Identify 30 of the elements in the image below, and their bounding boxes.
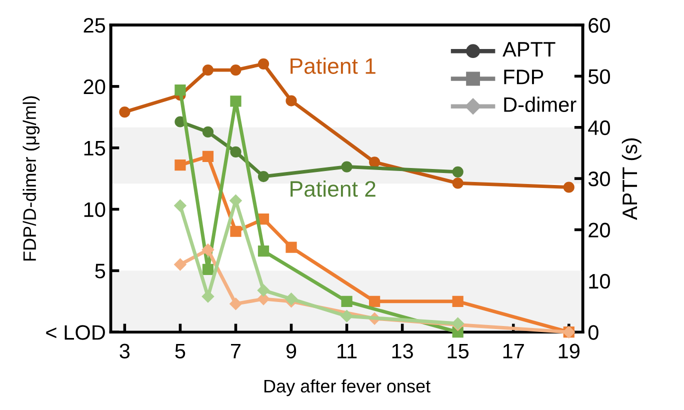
x-tick-label: 7 [231, 344, 240, 358]
y2-tick-label: 10 [589, 274, 610, 289]
annotation: Patient 2 [290, 180, 376, 197]
x-tick-label: 11 [338, 344, 357, 358]
x-tick-label: 19 [558, 344, 580, 359]
y2-axis-title: APTT (s) [622, 138, 642, 220]
annotation: Patient 1 [290, 58, 376, 74]
x-tick-label: 9 [286, 344, 296, 359]
y-tick-label: 5 [95, 264, 106, 278]
x-axis-title: Day after fever onset [264, 379, 430, 396]
annotation: FDP [504, 70, 544, 84]
y-tick-label: 15 [84, 141, 106, 156]
y2-tick-label: 40 [588, 120, 610, 136]
y-tick-label: < LOD [46, 325, 105, 340]
y2-tick-label: 50 [588, 69, 610, 84]
annotation: APTT [502, 42, 556, 56]
x-tick-label: 17 [503, 344, 524, 358]
x-tick-label: 15 [448, 344, 469, 359]
y2-tick-label: 20 [588, 222, 610, 238]
y2-tick-label: 0 [588, 325, 598, 340]
y-axis-title: FDP/D-dimer (μg/ml) [22, 96, 40, 261]
x-tick-label: 13 [392, 344, 413, 359]
x-tick-label: 5 [175, 344, 186, 359]
y-tick-label: 10 [84, 202, 106, 218]
x-tick-label: 3 [120, 344, 130, 359]
y2-tick-label: 60 [588, 18, 610, 33]
y-tick-label: 25 [84, 18, 106, 33]
y2-tick-label: 30 [588, 172, 610, 186]
annotation: D-dimer [504, 96, 576, 112]
y-tick-label: 20 [84, 79, 106, 94]
